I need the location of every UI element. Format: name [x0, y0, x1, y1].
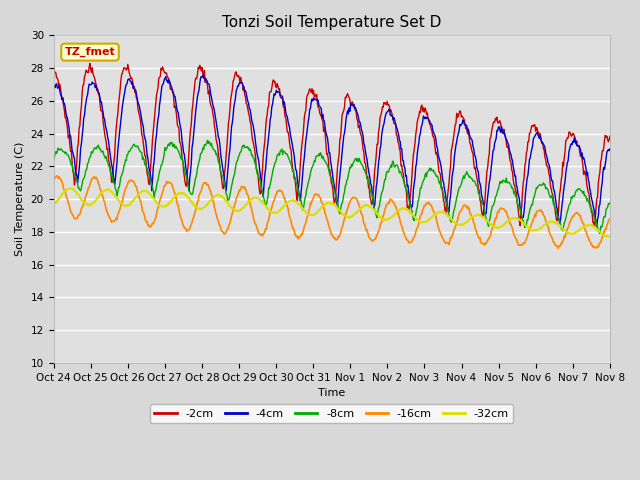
Legend: -2cm, -4cm, -8cm, -16cm, -32cm: -2cm, -4cm, -8cm, -16cm, -32cm	[150, 404, 513, 423]
-32cm	[400, 206, 408, 212]
-16cm	[50, 176, 58, 182]
X-axis label: Time: Time	[318, 388, 346, 398]
Line: -4cm: -4cm	[54, 75, 610, 227]
-32cm	[605, 234, 613, 240]
-4cm	[60, 100, 67, 106]
-32cm	[50, 200, 58, 206]
-16cm	[554, 245, 562, 251]
-4cm	[204, 80, 211, 86]
Text: TZ_fmet: TZ_fmet	[65, 47, 115, 57]
-2cm	[174, 124, 182, 130]
-8cm	[50, 157, 58, 163]
-4cm	[50, 85, 58, 91]
-2cm	[204, 83, 211, 89]
-16cm	[400, 231, 408, 237]
-8cm	[417, 185, 424, 191]
-16cm	[174, 202, 182, 208]
-2cm	[50, 63, 58, 69]
-2cm	[86, 60, 93, 66]
-8cm	[204, 137, 211, 143]
-4cm	[400, 163, 408, 169]
-2cm	[400, 178, 408, 184]
-32cm	[606, 233, 614, 239]
-2cm	[591, 225, 598, 230]
-8cm	[400, 180, 408, 185]
-4cm	[199, 72, 207, 78]
Line: -2cm: -2cm	[54, 63, 610, 228]
Line: -16cm: -16cm	[54, 176, 610, 248]
-4cm	[117, 119, 125, 124]
-32cm	[60, 190, 67, 195]
-4cm	[173, 108, 181, 114]
-4cm	[606, 146, 614, 152]
Line: -32cm: -32cm	[54, 189, 610, 237]
-8cm	[117, 174, 125, 180]
Y-axis label: Soil Temperature (C): Soil Temperature (C)	[15, 142, 25, 256]
-32cm	[204, 202, 211, 207]
-4cm	[417, 131, 424, 137]
-16cm	[204, 181, 211, 187]
-2cm	[606, 133, 614, 139]
-2cm	[417, 109, 424, 115]
-32cm	[118, 201, 125, 206]
Line: -8cm: -8cm	[54, 140, 610, 234]
-32cm	[417, 219, 424, 225]
-16cm	[118, 200, 125, 205]
-8cm	[173, 146, 181, 152]
-16cm	[61, 187, 68, 193]
-8cm	[60, 149, 67, 155]
-32cm	[67, 186, 74, 192]
-32cm	[174, 191, 182, 196]
-16cm	[606, 216, 614, 222]
-8cm	[596, 231, 604, 237]
-16cm	[417, 213, 424, 219]
-2cm	[118, 72, 125, 78]
-8cm	[606, 200, 614, 205]
-4cm	[593, 224, 600, 229]
-2cm	[60, 103, 67, 108]
Title: Tonzi Soil Temperature Set D: Tonzi Soil Temperature Set D	[222, 15, 442, 30]
-16cm	[52, 173, 60, 179]
-8cm	[203, 140, 211, 145]
